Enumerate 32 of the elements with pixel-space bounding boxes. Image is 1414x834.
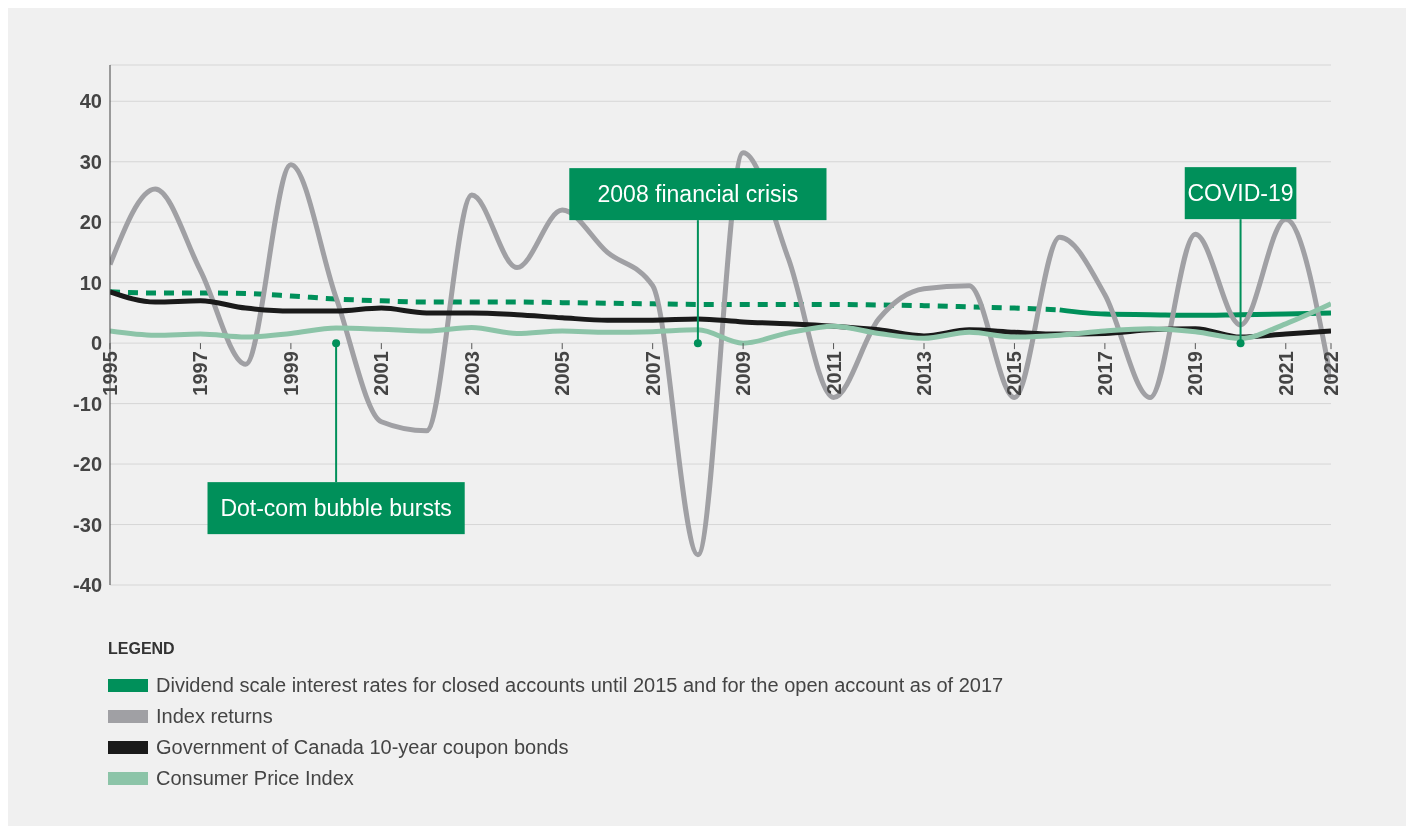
y-tick-label: -10 bbox=[73, 392, 102, 415]
x-tick-label: 2001 bbox=[370, 351, 393, 396]
x-tick-label: 1997 bbox=[189, 351, 212, 396]
x-tick-label: 2022 bbox=[1320, 351, 1342, 396]
x-tick-label: 2019 bbox=[1184, 351, 1207, 396]
y-tick-label: 30 bbox=[79, 150, 102, 173]
x-tick-label: 2005 bbox=[551, 351, 574, 396]
legend-label: Government of Canada 10-year coupon bonds bbox=[156, 736, 569, 759]
y-tick-label: -40 bbox=[73, 574, 102, 597]
x-tick-label: 1999 bbox=[279, 351, 302, 396]
x-tick-label: 2003 bbox=[460, 351, 483, 396]
x-tick-label: 2015 bbox=[1003, 351, 1026, 396]
x-tick-label: 2021 bbox=[1274, 351, 1297, 396]
y-tick-label: 0 bbox=[90, 332, 102, 355]
annotation: 2008 financial crisis bbox=[597, 181, 799, 208]
legend-label: Index returns bbox=[156, 705, 273, 728]
annotation: Dot-com bubble bursts bbox=[220, 495, 452, 522]
legend-label: Consumer Price Index bbox=[156, 767, 354, 790]
x-tick-label: 2009 bbox=[732, 351, 755, 396]
legend-title: LEGEND bbox=[108, 640, 176, 658]
y-tick-label: -30 bbox=[73, 513, 102, 536]
x-tick-label: 1995 bbox=[99, 351, 121, 396]
x-tick-label: 2011 bbox=[822, 351, 845, 395]
annotation: COVID-19 bbox=[1187, 180, 1294, 207]
y-tick-label: 10 bbox=[79, 271, 102, 294]
x-tick-label: 2017 bbox=[1093, 351, 1116, 396]
y-tick-label: 40 bbox=[79, 90, 102, 113]
x-tick-label: 2007 bbox=[641, 351, 664, 396]
y-tick-label: 20 bbox=[79, 211, 102, 234]
y-tick-label: -20 bbox=[73, 453, 102, 476]
x-tick-label: 2013 bbox=[913, 351, 935, 396]
legend-label: Dividend scale interest rates for closed accounts until 2015 and for the open account as of 2017 bbox=[156, 674, 1004, 697]
